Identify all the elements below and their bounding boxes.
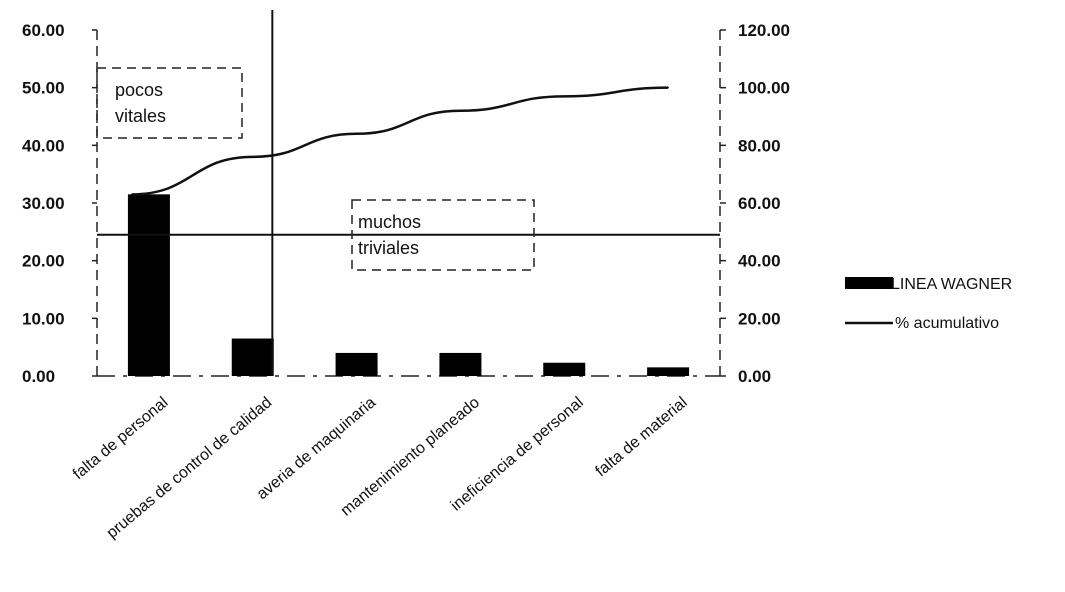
cumulative-line: [131, 86, 669, 196]
left-tick-label: 0.00: [22, 367, 55, 386]
bar: [543, 362, 586, 376]
right-tick-label: 80.00: [738, 136, 781, 155]
right-tick-label: 0.00: [738, 367, 771, 386]
annotations-layer: pocos vitales muchos triviales: [96, 67, 535, 271]
right-tick-label: 60.00: [738, 194, 781, 213]
reference-lines-layer: [97, 10, 720, 376]
cumulative-point: [667, 86, 669, 89]
cumulative-point: [131, 193, 133, 196]
right-tick-label: 40.00: [738, 252, 781, 271]
annotation-text: muchos: [358, 212, 421, 232]
annotation-box: [96, 67, 243, 139]
left-tick-label: 40.00: [22, 136, 65, 155]
bar: [647, 367, 690, 376]
left-tick-label: 60.00: [22, 21, 65, 40]
cumulative-point: [355, 133, 358, 135]
left-tick-label: 50.00: [22, 79, 65, 98]
legend: LINEA WAGNER % acumulativo: [845, 276, 1012, 332]
bars-layer: [127, 194, 690, 376]
legend-line-label: % acumulativo: [895, 315, 999, 332]
bar: [231, 338, 274, 376]
bar: [335, 352, 378, 376]
bar: [127, 194, 170, 376]
category-label: falta de material: [593, 394, 691, 480]
cumulative-point: [251, 156, 254, 158]
cumulative-point: [563, 95, 566, 98]
left-tick-label: 10.00: [22, 309, 65, 328]
category-label: pruebas de control de calidad: [104, 394, 276, 542]
line-layer: [131, 86, 669, 196]
annotation-box: [351, 199, 535, 271]
right-tick-label: 100.00: [738, 79, 790, 98]
category-label: falta de personal: [70, 394, 172, 483]
bar: [439, 352, 482, 376]
left-tick-label: 20.00: [22, 252, 65, 271]
annotation-text: triviales: [358, 238, 419, 258]
legend-bar-label: LINEA WAGNER: [891, 276, 1012, 293]
legend-bar-swatch: [845, 277, 893, 289]
left-tick-label: 30.00: [22, 194, 65, 213]
annotation-text: pocos: [115, 80, 163, 100]
right-tick-label: 20.00: [738, 309, 781, 328]
axes-layer: [92, 29, 726, 377]
right-tick-label: 120.00: [738, 21, 790, 40]
annotation-text: vitales: [115, 106, 166, 126]
cumulative-point: [459, 109, 462, 112]
